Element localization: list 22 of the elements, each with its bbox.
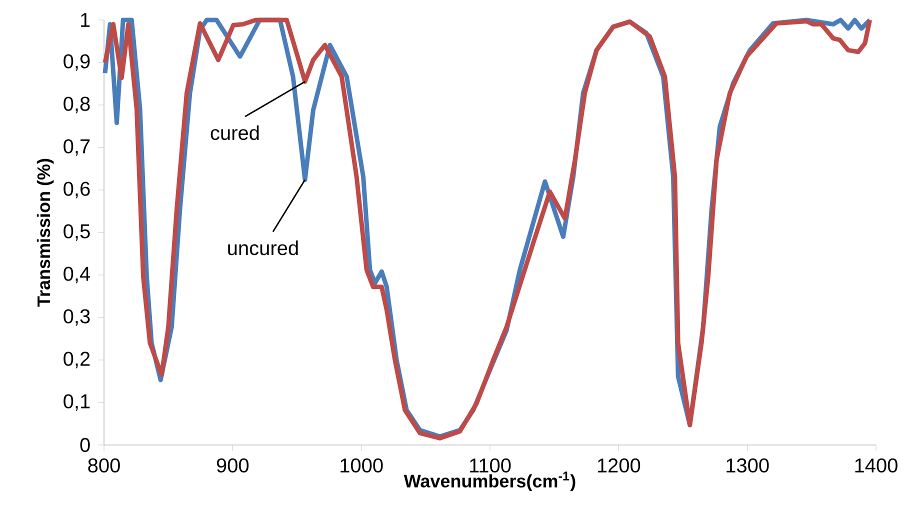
y-tick-label: 0,7 xyxy=(64,139,90,156)
x-tick-label: 1000 xyxy=(340,458,383,473)
y-tick-label: 0,5 xyxy=(64,224,90,241)
x-tick-label: 1300 xyxy=(726,458,769,473)
x-tick-label: 1200 xyxy=(598,458,640,473)
y-tick-label: 0,8 xyxy=(64,96,90,114)
text: Wavenumbers(cm$^{-1}$) xyxy=(404,472,576,492)
y-tick-label: 0,6 xyxy=(64,182,90,198)
y-axis-title: Transmission (%) xyxy=(36,158,54,307)
x-tick-label: 900 xyxy=(216,458,249,473)
y-tick-label: 0,3 xyxy=(64,309,90,326)
y-tick-label: 0,2 xyxy=(64,352,90,368)
y-tick-label: 0,4 xyxy=(64,266,90,284)
x-tick-label: 800 xyxy=(88,458,120,473)
annotation: uncured xyxy=(228,240,298,256)
y-tick-label: 0,1 xyxy=(64,394,90,411)
y-tick-label: 0,9 xyxy=(64,54,90,71)
x-tick-label: 1400 xyxy=(855,458,898,473)
y-tick-label: 1 xyxy=(81,13,90,27)
x-tick-label: 1100 xyxy=(470,458,511,473)
y-tick-label: 0 xyxy=(80,438,90,452)
annotation: cured xyxy=(210,125,259,140)
